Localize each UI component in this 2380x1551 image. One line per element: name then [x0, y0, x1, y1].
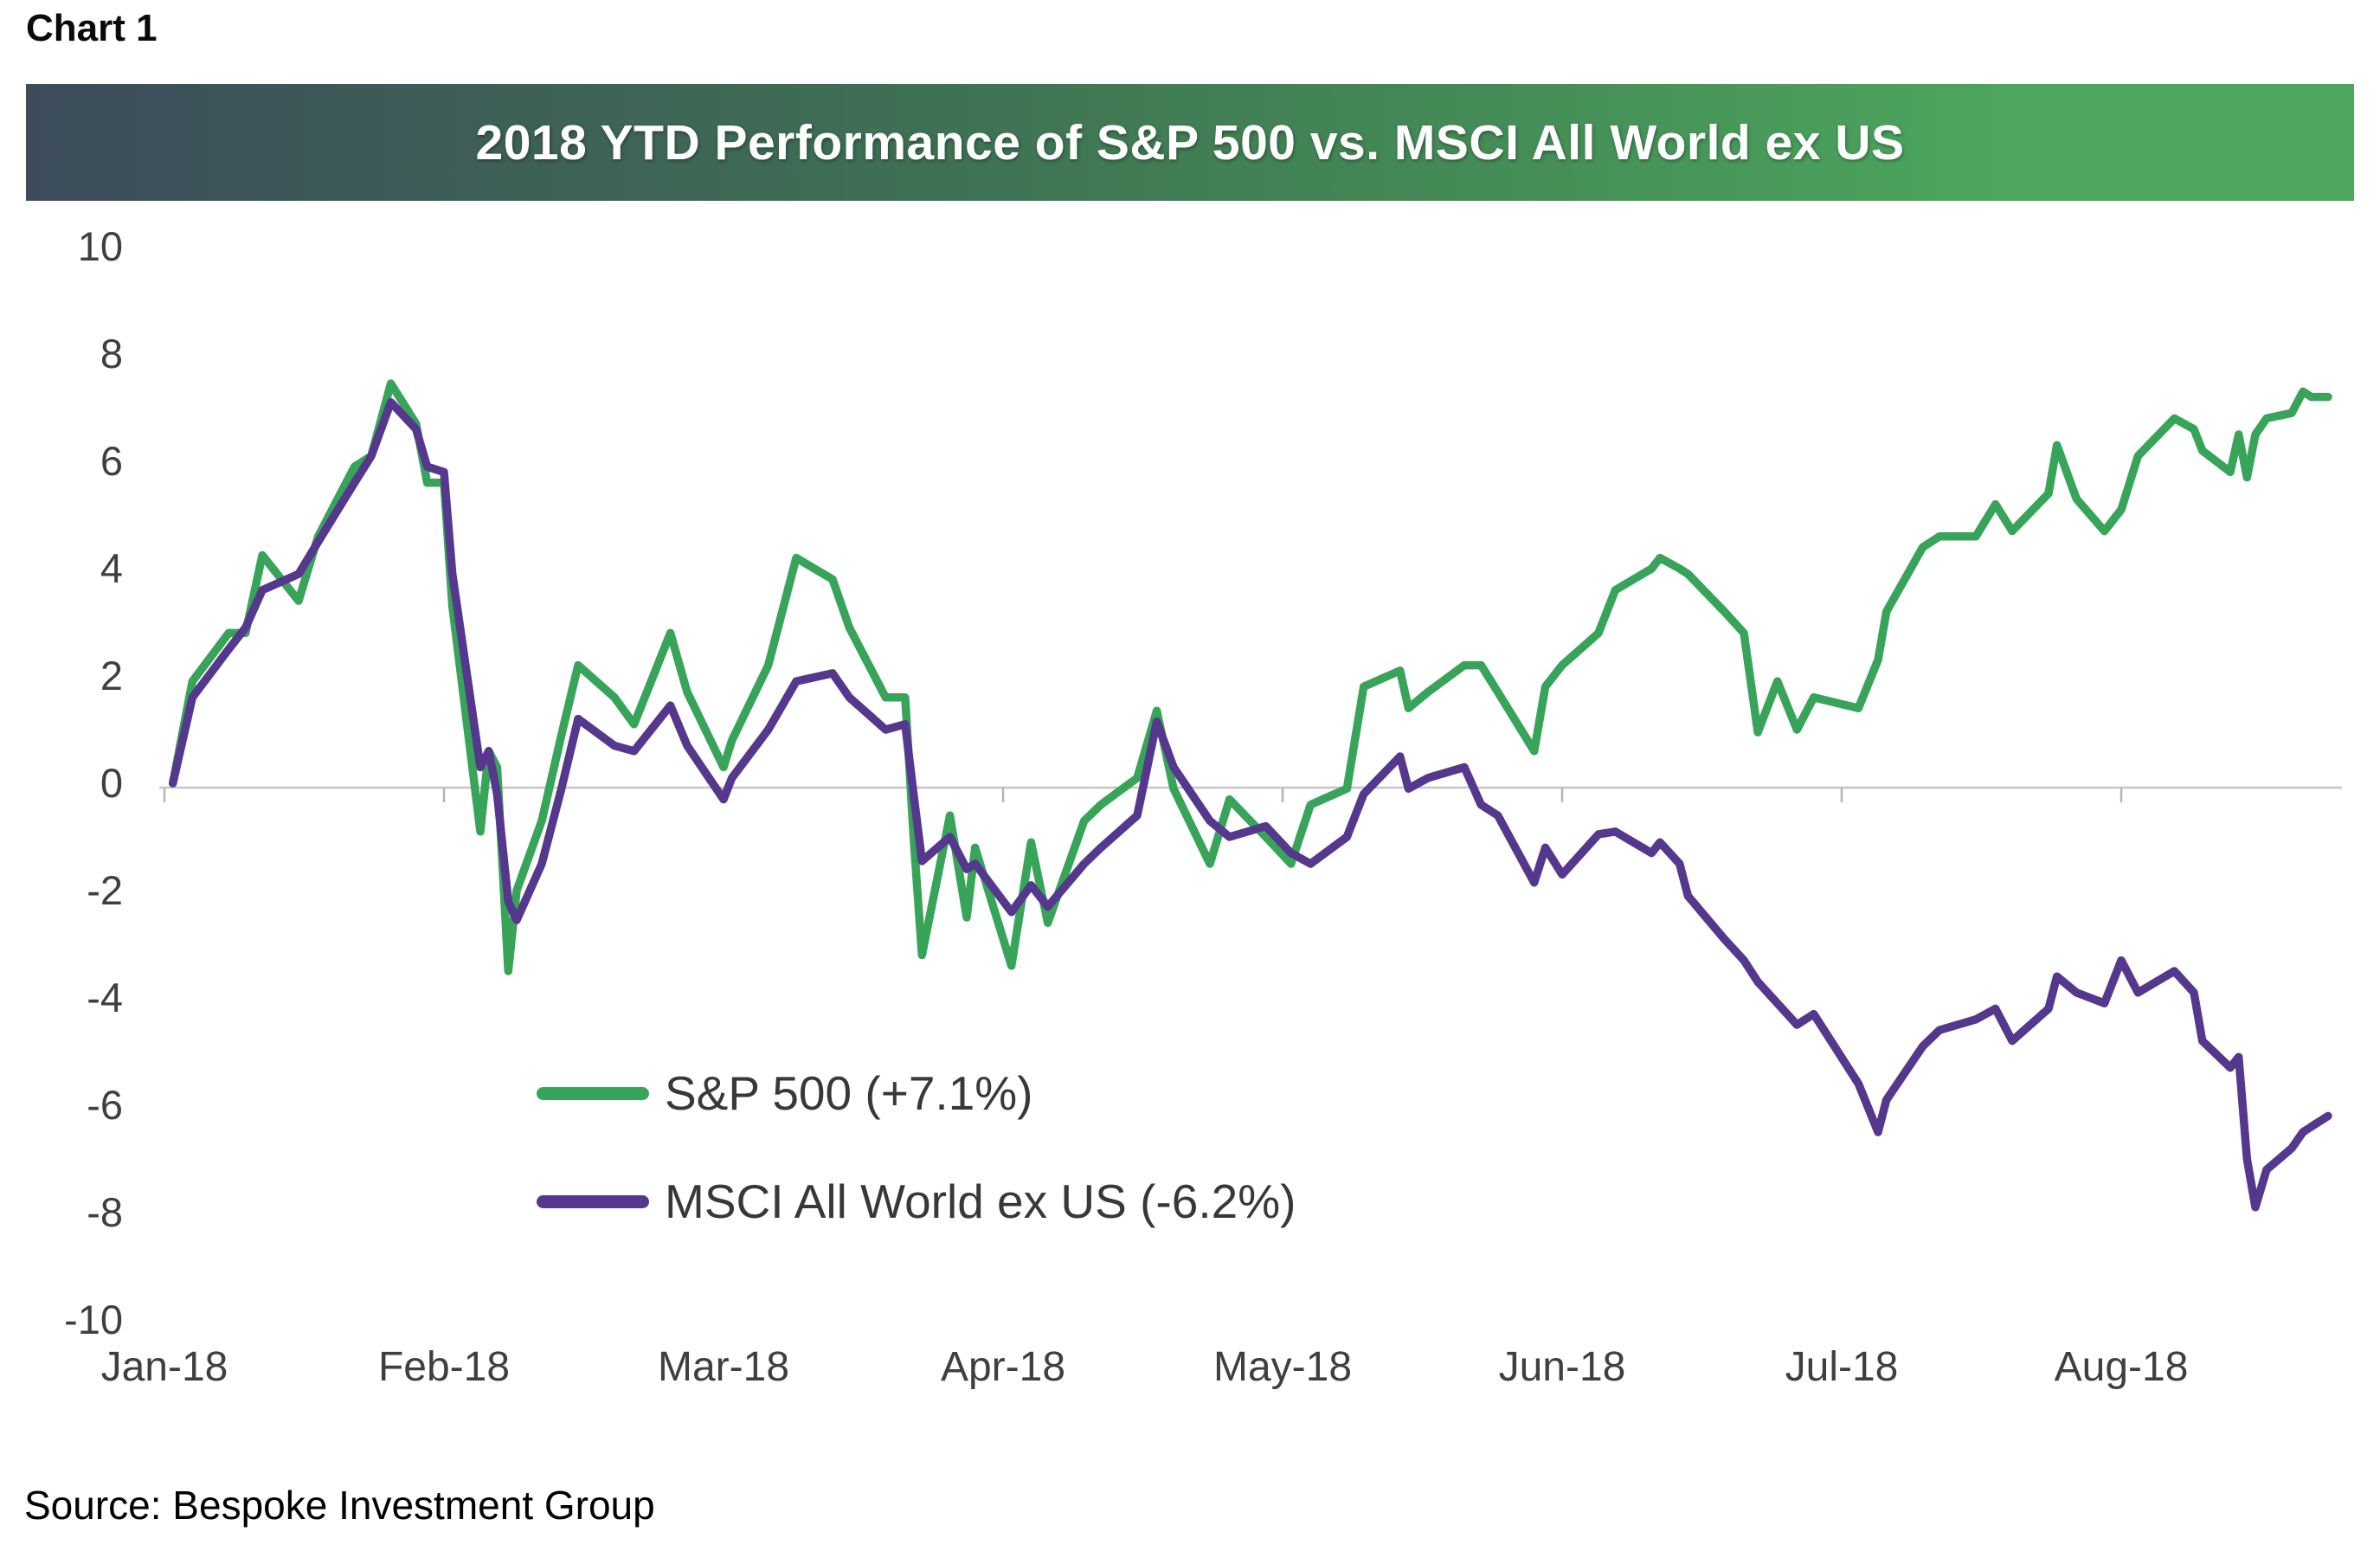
- y-tick-label: 2: [100, 653, 123, 698]
- y-tick-label: 4: [100, 545, 123, 591]
- y-tick-label: -4: [87, 975, 123, 1020]
- source-text: Source: Bespoke Investment Group: [24, 1483, 655, 1528]
- y-tick-label: -8: [87, 1189, 123, 1235]
- chart-number-label: Chart 1: [26, 7, 158, 49]
- msci-legend-swatch: [537, 1194, 649, 1208]
- x-tick-label: Jun-18: [1498, 1344, 1626, 1390]
- y-tick-label: -10: [64, 1297, 123, 1342]
- y-tick-label: 10: [77, 223, 123, 269]
- y-tick-label: 0: [100, 760, 123, 806]
- legend-item-sp500: S&P 500 (+7.1%): [537, 1065, 1296, 1122]
- legend-item-msci: MSCI All World ex US (-6.2%): [537, 1173, 1296, 1230]
- msci-legend-label: MSCI All World ex US (-6.2%): [665, 1175, 1296, 1228]
- sp500-legend-swatch: [537, 1086, 649, 1100]
- sp500-series-line: [168, 379, 2332, 975]
- chart-title: 2018 YTD Performance of S&P 500 vs. MSCI…: [475, 114, 1905, 171]
- sp500-legend-label: S&P 500 (+7.1%): [665, 1066, 1033, 1120]
- y-tick-label: -2: [87, 867, 123, 913]
- y-tick-label: -6: [87, 1082, 123, 1128]
- x-tick-label: Mar-18: [657, 1344, 790, 1390]
- x-tick-label: Apr-18: [940, 1344, 1066, 1390]
- x-tick-label: Feb-18: [377, 1344, 511, 1390]
- chart-legend: S&P 500 (+7.1%) MSCI All World ex US (-6…: [537, 1065, 1296, 1281]
- msci-series-line: [168, 398, 2332, 1212]
- y-tick-label: 6: [100, 438, 123, 484]
- x-tick-label: Jan-18: [100, 1344, 228, 1390]
- y-tick-label: 8: [100, 331, 123, 376]
- x-tick-label: Aug-18: [2054, 1344, 2189, 1390]
- x-tick-label: May-18: [1213, 1344, 1353, 1390]
- chart-title-bar: 2018 YTD Performance of S&P 500 vs. MSCI…: [26, 84, 2354, 201]
- x-tick-label: Jul-18: [1785, 1344, 1899, 1390]
